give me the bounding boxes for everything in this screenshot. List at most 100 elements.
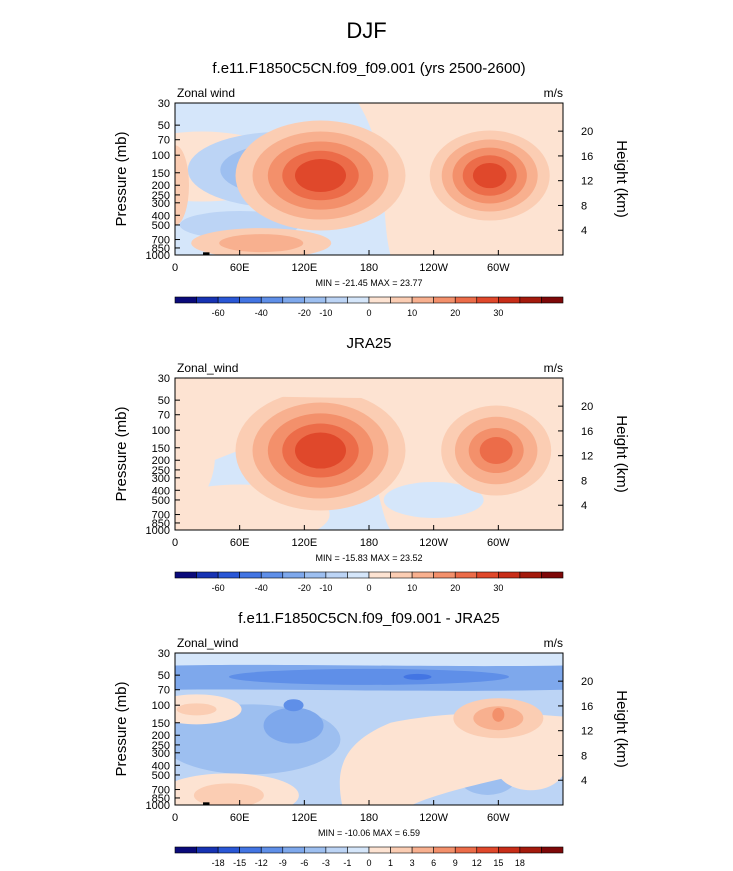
y-tick-label: 30 [158,98,170,110]
colorbar-box [325,571,348,579]
colorbar-label: 30 [493,583,503,593]
colorbar-label: 12 [472,858,482,868]
colorbar-box [196,571,219,579]
y-right-tick-label: 16 [581,701,593,713]
y-tick-label: 200 [152,180,170,192]
x-axis: 0 60E 120E 180 120W 60W [172,250,510,274]
x-tick-label: 60E [230,262,250,274]
colorbar-box [282,571,305,579]
y-tick-label: 700 [152,510,170,522]
colorbar-box [519,296,542,304]
colorbar-label: -20 [298,583,311,593]
y-right-tick-label: 4 [581,225,587,237]
y-tick-label: 150 [152,168,170,180]
x-axis: 0 60E 120E 180 120W 60W [172,800,510,824]
colorbar-box [411,846,434,854]
y-right-tick-label: 20 [581,676,593,688]
colorbar-label: -20 [298,308,311,318]
y-right-tick-label: 16 [581,426,593,438]
colorbar-box [282,846,305,854]
y-tick-label: 100 [152,425,170,437]
panel-title: JRA25 [346,335,391,352]
x-tick-label: 60W [487,537,510,549]
y-tick-label: 200 [152,455,170,467]
contour-field [175,653,563,805]
y-right-tick-label: 8 [581,200,587,212]
colorbar-box [196,846,219,854]
colorbar-label: 3 [410,858,415,868]
colorbar-box [174,846,197,854]
x-tick-label: 180 [360,537,378,549]
colorbar: -60 -40 -20 -10 0 10 20 30 [174,296,564,318]
colorbar-box [347,846,370,854]
y-tick-label: 850 [152,793,170,805]
chart-panel-1: f.e11.F1850C5CN.f09_f09.001 (yrs 2500-26… [113,60,630,318]
colorbar-label: 9 [453,858,458,868]
colorbar-box [433,846,456,854]
y-tick-label: 30 [158,648,170,660]
x-tick-label: 0 [172,262,178,274]
y-tick-label: 400 [152,485,170,497]
colorbar-box [519,846,542,854]
colorbar-label: 0 [366,858,371,868]
colorbar-label: -10 [319,308,332,318]
y-axis-right-label: Height (km) [613,415,630,493]
x-tick-label: 0 [172,812,178,824]
y-tick-label: 850 [152,243,170,255]
y-tick-label: 1000 [146,525,170,537]
colorbar-box [239,846,262,854]
colorbar-box [217,571,240,579]
y-right-tick-label: 4 [581,775,587,787]
colorbar-box [411,571,434,579]
field-label: Zonal wind [177,86,235,100]
y-right-tick-label: 20 [581,401,593,413]
min-max-label: MIN = -21.45 MAX = 23.77 [315,278,422,288]
colorbar-box [454,571,478,579]
colorbar-box [390,846,413,854]
colorbar-label: 0 [366,308,371,318]
units-label: m/s [544,361,563,375]
y-right-tick-label: 16 [581,151,593,163]
y-tick-label: 400 [152,210,170,222]
colorbar-label: -60 [212,583,225,593]
colorbar-label: 20 [450,308,460,318]
x-tick-label: 60E [230,812,250,824]
contour-field [175,378,563,530]
y-tick-label: 250 [152,465,170,477]
colorbar-box [304,296,327,304]
y-axis-label: Pressure (mb) [113,131,130,226]
y-tick-label: 50 [158,395,170,407]
colorbar-box [498,846,521,854]
colorbar-label: 1 [388,858,393,868]
y-tick-label: 250 [152,740,170,752]
colorbar-label: -1 [343,858,351,868]
colorbar-box [368,296,391,304]
field-label: Zonal_wind [177,636,238,650]
colorbar-box [260,296,284,304]
colorbar-label: -10 [319,583,332,593]
colorbar-box [454,846,478,854]
colorbar-box [541,571,564,579]
colorbar-box [368,571,391,579]
y-tick-label: 300 [152,198,170,210]
colorbar-label: -15 [233,858,246,868]
y-axis-right-label: Height (km) [613,140,630,218]
field-label: Zonal_wind [177,361,238,375]
x-tick-label: 60W [487,262,510,274]
y-tick-label: 500 [152,220,170,232]
colorbar-box [433,571,456,579]
colorbar-box [239,571,262,579]
x-tick-label: 120E [291,537,317,549]
y-tick-label: 70 [158,685,170,697]
colorbar-label: 0 [366,583,371,593]
colorbar-box [304,571,327,579]
colorbar-label: -9 [279,858,287,868]
colorbar-box [476,846,499,854]
colorbar-label: -60 [212,308,225,318]
y-tick-label: 300 [152,473,170,485]
colorbar-box [390,296,413,304]
y-tick-label: 1000 [146,800,170,812]
